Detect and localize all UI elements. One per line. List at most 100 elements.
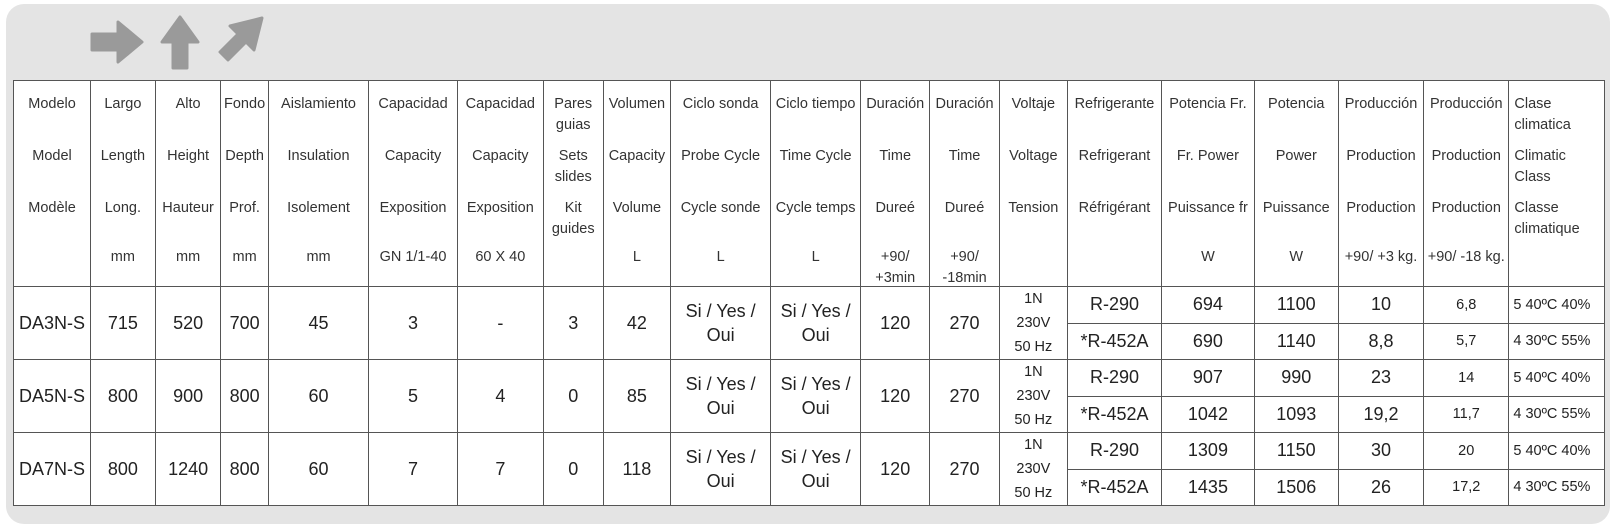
header-line: Power <box>1275 148 1317 164</box>
column-header: Modelo Model Modèle <box>12 80 92 287</box>
cell-largo: 800 <box>90 359 156 433</box>
header-line: mm <box>110 249 135 265</box>
cell-refrigerante: R-290 <box>1066 359 1163 397</box>
table-row: *R-452A 1435 1506 26 17,2 4 30ºC 55% <box>14 468 1605 506</box>
header-line: GN 1/1-40 <box>379 249 447 265</box>
header-line: 60 X 40 <box>475 249 526 265</box>
cell-prod1: 8,8 <box>1337 322 1425 360</box>
column-header: Potencia Fr. Fr. Power Puissance fr W <box>1161 80 1255 287</box>
header-line: Ciclo tiempo <box>775 96 856 112</box>
cell-prod1: 30 <box>1337 432 1425 470</box>
cell-potencia-fr: 907 <box>1161 359 1255 397</box>
header-line: Pares guias <box>554 96 593 133</box>
cell-prod2: 6,8 <box>1423 286 1510 324</box>
table-row: DA7N-S 800 1240 800 60 7 7 0 118 Si / Yes / Oui Si… <box>12 432 1605 506</box>
header-line: mm <box>176 249 201 265</box>
header-line: Probe Cycle <box>681 148 761 164</box>
cell-volumen: 85 <box>602 359 672 433</box>
header-line: Length <box>100 148 146 164</box>
cell-prod2: 17,2 <box>1423 468 1510 506</box>
cell-clase: 5 40ºC 40% <box>1508 359 1605 397</box>
column-header: Duración Time Dureé +90/ -18min <box>929 80 1000 287</box>
cell-potencia-fr: 690 <box>1161 322 1255 360</box>
header-line: Ciclo sonda <box>682 96 759 112</box>
cell-aislamiento: 60 <box>267 359 370 433</box>
header-line: Dureé <box>944 200 985 216</box>
spec-table-wrapper: Modelo Model Modèle Largo Length Long. mm Alto H… <box>12 80 1605 506</box>
column-header: Fondo Depth Prof. mm <box>220 80 269 287</box>
header-line: mm <box>306 249 331 265</box>
cell-fondo: 800 <box>220 432 269 506</box>
header-line: Model <box>32 148 72 164</box>
header-line: Aislamiento <box>281 96 356 112</box>
cell-dur1: 120 <box>860 432 931 506</box>
header-line: Time <box>948 148 981 164</box>
header-line: Dureé <box>875 200 915 216</box>
cell-potencia: 1506 <box>1253 468 1339 506</box>
cell-pares: 3 <box>542 286 604 360</box>
cell-potencia-fr: 1435 <box>1161 468 1255 506</box>
column-header: Aislamiento Insulation Isolement mm <box>267 80 370 287</box>
cell-ciclo-sonda: Si / Yes / Oui <box>670 359 771 433</box>
cell-model: DA3N-S <box>12 286 92 360</box>
cell-alto: 900 <box>154 359 222 433</box>
cell-dur1: 120 <box>860 286 931 360</box>
cell-cap-6040: 7 <box>456 432 544 506</box>
header-line: L <box>716 249 725 265</box>
cell-refrigerante: *R-452A <box>1066 322 1163 360</box>
column-header: Producción Production Production +90/ +3 kg… <box>1337 80 1425 287</box>
cell-clase: 5 40ºC 40% <box>1508 286 1605 324</box>
cell-refrigerante: R-290 <box>1066 286 1163 324</box>
cell-potencia: 990 <box>1253 359 1339 397</box>
header-line: Volume <box>612 200 662 216</box>
column-header: Voltaje Voltage Tension <box>998 80 1068 287</box>
cell-prod2: 14 <box>1423 359 1510 397</box>
header-line: Capacity <box>384 148 442 164</box>
arrow-right-icon <box>90 20 144 64</box>
header-line: Kit guides <box>551 200 595 237</box>
header-line: Refrigerant <box>1078 148 1151 164</box>
column-header: Largo Length Long. mm <box>90 80 156 287</box>
header-line: Puissance fr <box>1168 200 1248 216</box>
header-line: Production <box>1346 200 1416 216</box>
header-line: Capacity <box>472 148 529 164</box>
cell-cap-gn: 5 <box>368 359 458 433</box>
cell-volumen: 42 <box>602 286 672 360</box>
header-line: Modèle <box>28 200 76 216</box>
cell-cap-6040: - <box>456 286 544 360</box>
header-line: Puissance <box>1262 200 1330 216</box>
header-line: Exposition <box>466 200 534 216</box>
cell-alto: 520 <box>154 286 222 360</box>
cell-volumen: 118 <box>602 432 672 506</box>
cell-dur2: 270 <box>929 432 1000 506</box>
table-body: DA3N-S 715 520 700 45 3-3 42 Si / Yes / Oui Si /… <box>12 286 1605 506</box>
header-line: Réfrigérant <box>1078 200 1151 216</box>
cell-clase: 5 40ºC 40% <box>1508 432 1605 470</box>
cell-fondo: 800 <box>220 359 269 433</box>
column-header: Alto Height Hauteur mm <box>154 80 222 287</box>
header-line: Isolement <box>287 200 350 216</box>
header-line: +90/ +3min <box>875 249 916 286</box>
header-line: Duración <box>935 96 994 112</box>
header-line: Capacity <box>608 148 666 164</box>
cell-voltaje: 1N 230V 50 Hz <box>998 359 1068 433</box>
cell-aislamiento: 60 <box>267 432 370 506</box>
column-header: Volumen Capacity Volume L <box>602 80 672 287</box>
header-line: W <box>1289 249 1304 265</box>
header-line: L <box>632 249 641 265</box>
cell-prod1: 10 <box>1337 286 1425 324</box>
arrow-up-right-icon <box>218 16 264 62</box>
cell-potencia: 1100 <box>1253 286 1339 324</box>
cell-voltaje: 1N 230V 50 Hz <box>998 432 1068 506</box>
header-line: Time <box>879 148 912 164</box>
column-header: Ciclo tiempo Time Cycle Cycle temps L <box>769 80 862 287</box>
header-line: Voltaje <box>1011 96 1056 112</box>
arrow-up-icon <box>160 15 200 70</box>
header-line: Fondo <box>224 96 266 112</box>
cell-largo: 800 <box>90 432 156 506</box>
header-line: Largo <box>104 96 142 112</box>
cell-ciclo-tiempo: Si / Yes / Oui <box>769 359 862 433</box>
header-line: Volumen <box>608 96 666 112</box>
header-line: Potencia Fr. <box>1169 96 1247 112</box>
header-line: Modelo <box>28 96 76 112</box>
